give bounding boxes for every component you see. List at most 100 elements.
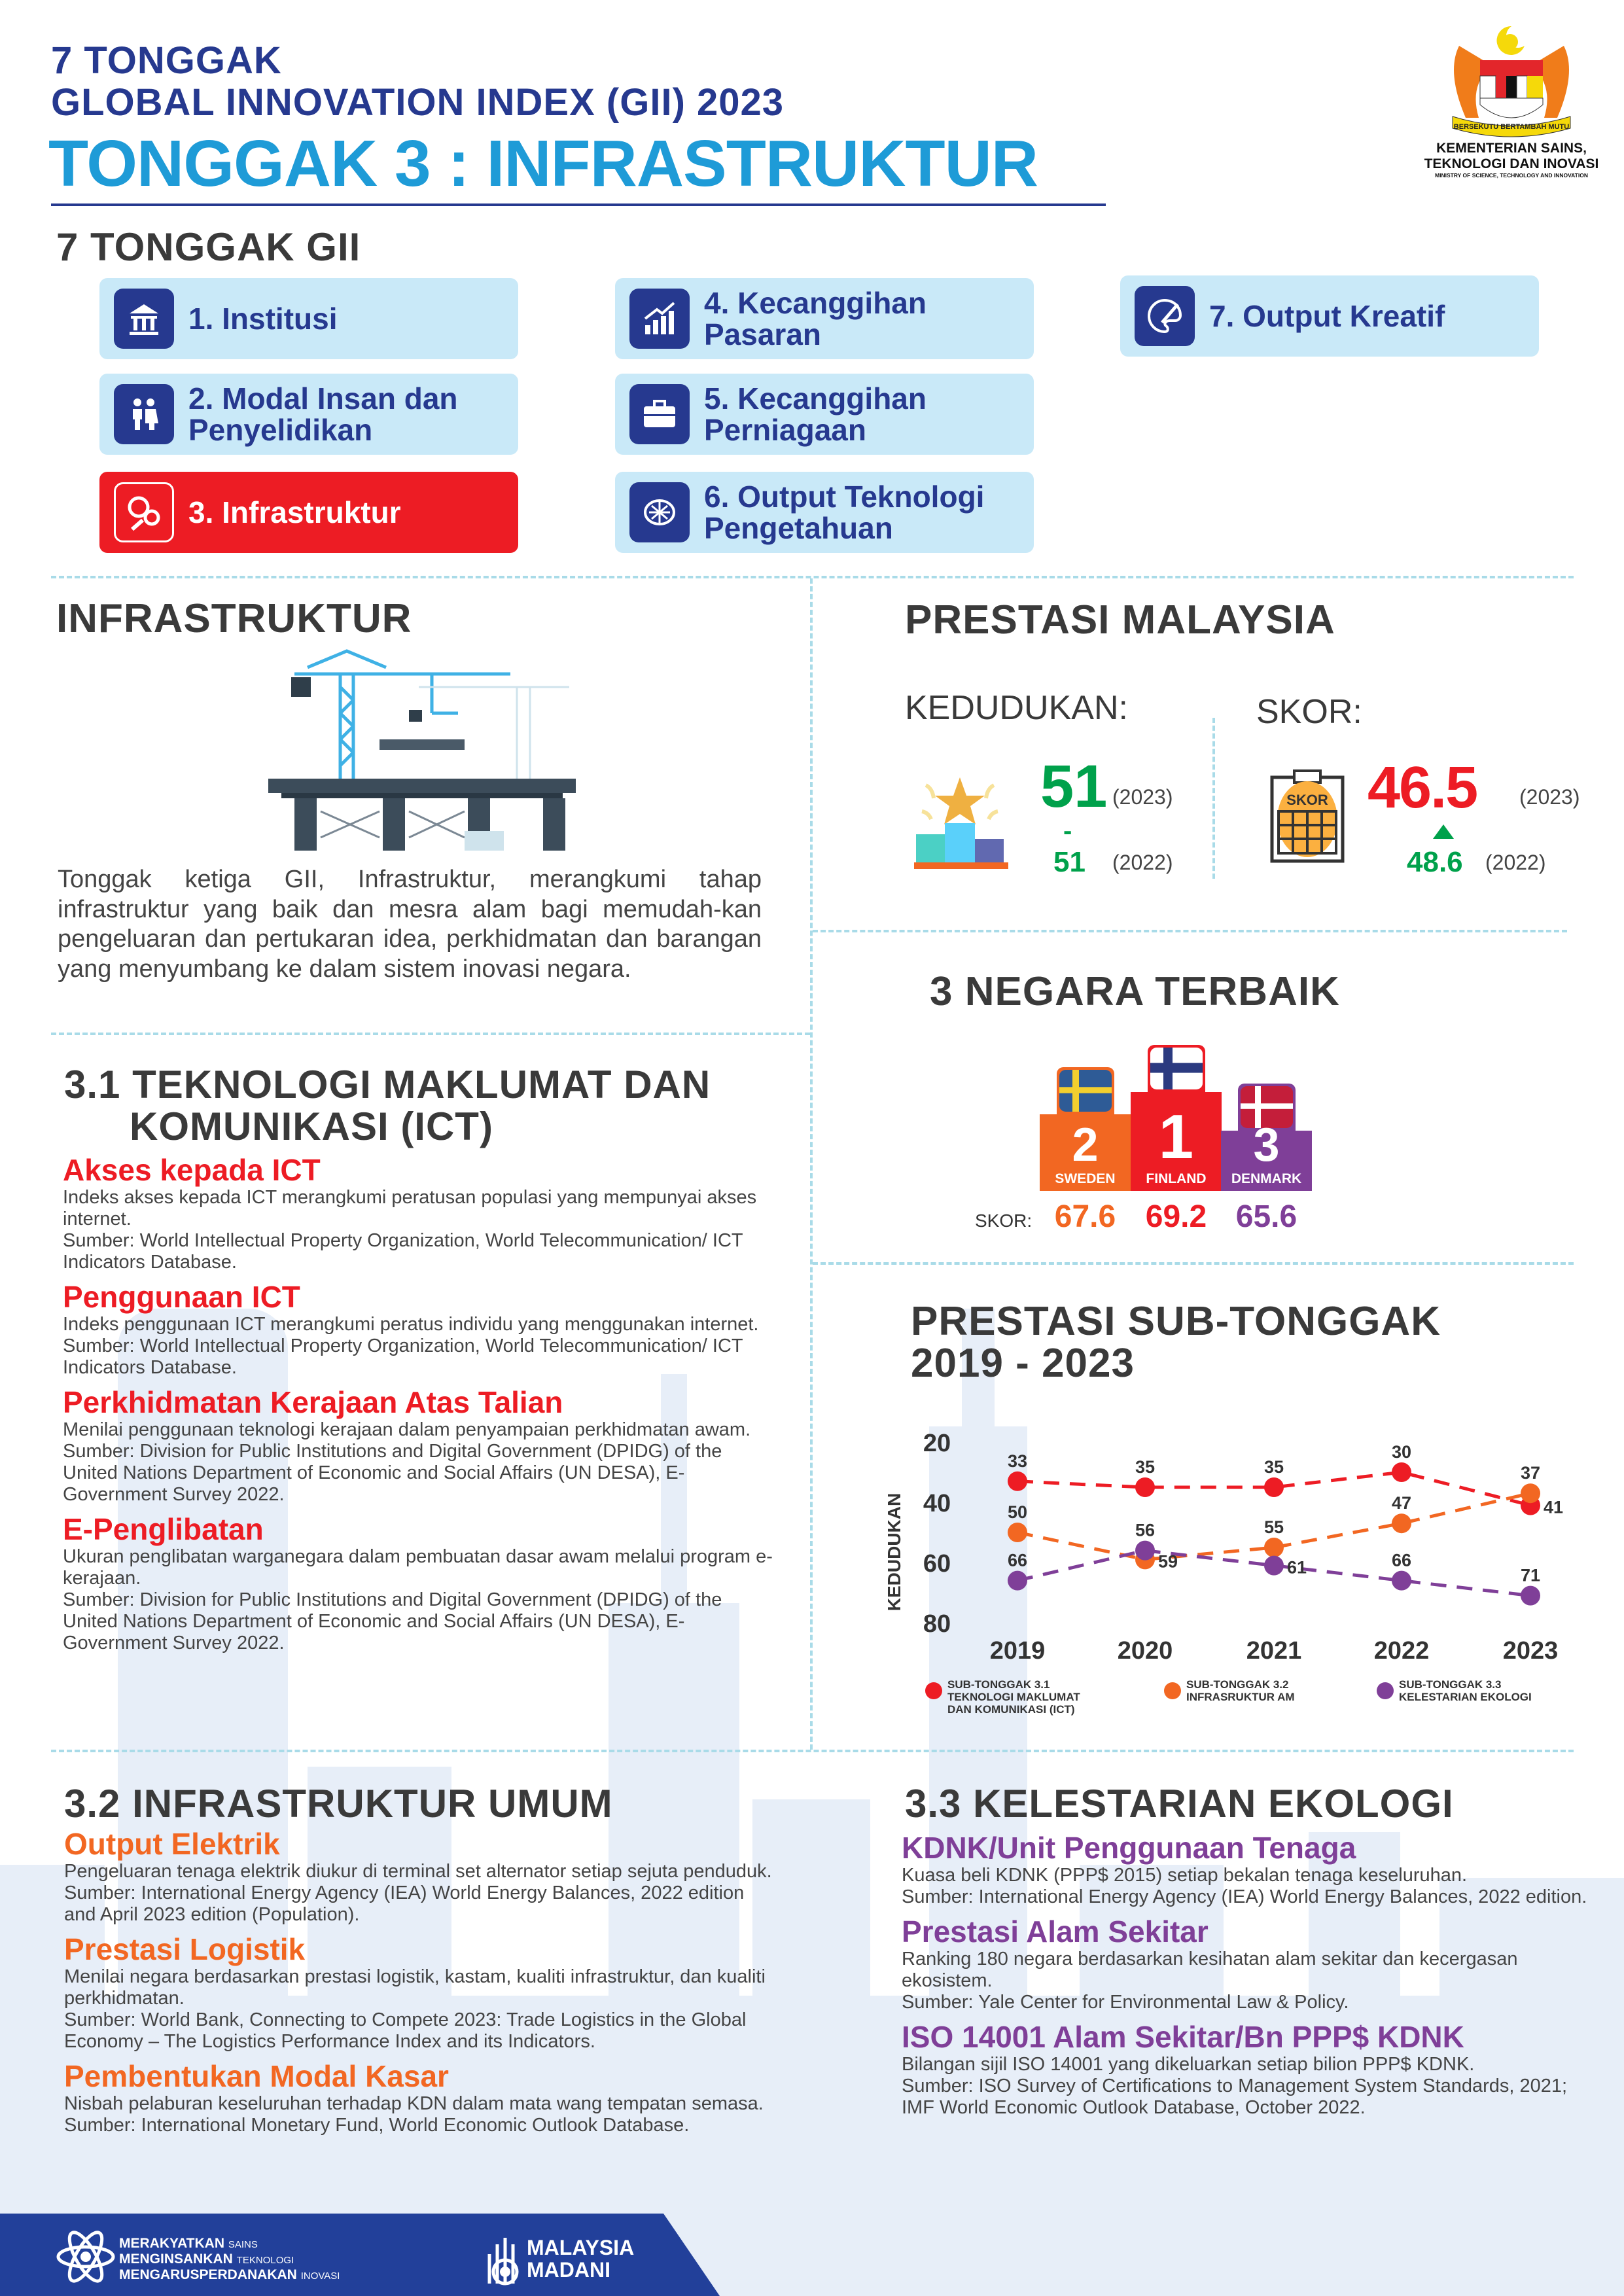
- eco-indicator-list: KDNK/Unit Penggunaan Tenaga Kuasa beli KD…: [902, 1831, 1595, 2125]
- legend-item: SUB-TONGGAK 3.2 INFRASRUKTUR AM: [1164, 1678, 1295, 1703]
- growth-chart-icon: [629, 289, 690, 349]
- header-line2: GLOBAL INNOVATION INDEX (GII) 2023: [51, 81, 785, 124]
- pillar-label: 6. Output Teknologi Pengetahuan: [704, 480, 985, 545]
- pillar-3[interactable]: 3. Infrastruktur: [99, 472, 518, 553]
- podium-block: 2 SWEDEN: [1040, 1114, 1131, 1191]
- indicator-item: Output Elektrik Pengeluaran tenaga elektr…: [64, 1827, 777, 1926]
- x-tick-label: 2023: [1503, 1637, 1559, 1665]
- construction-illustration: [268, 649, 576, 851]
- indicator-description: Menilai negara berdasarkan prestasi logi…: [64, 1966, 766, 2009]
- tagline-main: MENGARUSPERDANAKAN: [119, 2267, 297, 2282]
- pillar-label: 5. Kecanggihan Perniagaan: [704, 381, 927, 447]
- ict-heading: 3.1 TEKNOLOGI MAKLUMAT DAN KOMUNIKASI (I…: [64, 1064, 711, 1148]
- x-tick-label: 2019: [990, 1637, 1046, 1665]
- pillar-6[interactable]: 6. Output Teknologi Pengetahuan: [615, 472, 1034, 553]
- indicator-item: Penggunaan ICT Indeks penggunaan ICT mera…: [63, 1280, 779, 1379]
- podium-block: 3 DENMARK: [1221, 1122, 1312, 1191]
- pillar-5[interactable]: 5. Kecanggihan Perniagaan: [615, 374, 1034, 455]
- indicator-source: Sumber: Division for Public Institutions…: [63, 1441, 722, 1505]
- data-point: [1264, 1555, 1284, 1576]
- divider: [813, 930, 1567, 932]
- data-label: 35: [1135, 1457, 1155, 1477]
- indicator-source: Sumber: World Intellectual Property Orga…: [63, 1230, 743, 1273]
- top3-score-label: SKOR:: [975, 1210, 1033, 1231]
- rank-label: KEDUDUKAN:: [905, 689, 1128, 727]
- general-indicator-list: Output Elektrik Pengeluaran tenaga elektr…: [64, 1827, 777, 2143]
- ict-heading-line1: 3.1 TEKNOLOGI MAKLUMAT DAN: [64, 1063, 711, 1106]
- score-change-up-icon: [1433, 824, 1454, 839]
- country-name: FINLAND: [1146, 1171, 1207, 1186]
- pillar-4[interactable]: 4. Kecanggihan Pasaran: [615, 278, 1034, 359]
- brand-line2: MADANI: [527, 2258, 610, 2282]
- indicator-source: Sumber: World Bank, Connecting to Compet…: [64, 2009, 747, 2052]
- divider: [1212, 718, 1215, 879]
- indicator-title: ISO 14001 Alam Sekitar/Bn PPP$ KDNK: [902, 2020, 1464, 2054]
- indicator-item: ISO 14001 Alam Sekitar/Bn PPP$ KDNK Bilan…: [902, 2020, 1595, 2119]
- legend-label: SUB-TONGGAK 3.1 TEKNOLOGI MAKLUMAT DAN K…: [947, 1678, 1080, 1716]
- divider: [51, 1033, 810, 1035]
- pillar-label: 4. Kecanggihan Pasaran: [704, 286, 927, 351]
- data-label: 41: [1544, 1498, 1563, 1517]
- divider: [51, 1750, 1574, 1752]
- data-label: 59: [1158, 1551, 1178, 1571]
- podium-rank: 1: [1158, 1102, 1194, 1172]
- indicator-source: Sumber: World Intellectual Property Orga…: [63, 1335, 743, 1378]
- ict-indicator-list: Akses kepada ICT Indeks akses kepada ICT …: [63, 1153, 779, 1661]
- pillar-7[interactable]: 7. Output Kreatif: [1120, 275, 1539, 357]
- score-label: SKOR:: [1256, 693, 1362, 731]
- briefcase-icon: [629, 384, 690, 444]
- rank-change: -: [1063, 817, 1072, 845]
- chart-y-axis-label: KEDUDUKAN: [884, 1493, 904, 1611]
- indicator-title: Pembentukan Modal Kasar: [64, 2059, 449, 2093]
- ministry-name-line2: TEKNOLOGI DAN INOVASI: [1424, 156, 1599, 171]
- pillars-heading: 7 TONGGAK GII: [56, 225, 361, 269]
- x-tick-label: 2020: [1118, 1637, 1173, 1665]
- score-2022: 48.6: [1407, 846, 1463, 878]
- tagline-sub: INOVASI: [300, 2270, 340, 2282]
- rank-2023: 51: [1040, 753, 1108, 820]
- podium-block: 1 FINLAND: [1131, 1092, 1222, 1191]
- data-label: 33: [1008, 1451, 1027, 1471]
- denmark-flag-icon: [1238, 1084, 1296, 1131]
- rank-2023-year: (2023): [1112, 785, 1173, 809]
- pillar-2[interactable]: 2. Modal Insan dan Penyelidikan: [99, 374, 518, 455]
- data-point: [1008, 1523, 1027, 1542]
- podium-rank: 2: [1072, 1119, 1099, 1171]
- sweden-flag-icon: [1057, 1067, 1114, 1114]
- y-tick-label: 80: [923, 1610, 951, 1638]
- tagline-sub: SAINS: [228, 2239, 258, 2250]
- data-point: [1392, 1462, 1411, 1482]
- country-name: DENMARK: [1231, 1171, 1302, 1186]
- indicator-item: Pembentukan Modal Kasar Nisbah pelaburan …: [64, 2059, 777, 2136]
- indicator-item: Prestasi Alam Sekitar Ranking 180 negara …: [902, 1915, 1595, 2013]
- data-label: 35: [1264, 1457, 1284, 1477]
- indicator-title: Prestasi Logistik: [64, 1932, 306, 1966]
- data-point: [1135, 1477, 1155, 1497]
- series-line: [1017, 1549, 1531, 1598]
- indicator-item: Akses kepada ICT Indeks akses kepada ICT …: [63, 1153, 779, 1273]
- data-label: 66: [1392, 1551, 1411, 1570]
- header-line1: 7 TONGGAK: [51, 39, 282, 82]
- page-title: TONGGAK 3 : INFRASTRUKTUR: [48, 127, 1038, 200]
- podium-rank: 3: [1253, 1119, 1280, 1171]
- country-name: SWEDEN: [1055, 1171, 1116, 1186]
- legend-label: SUB-TONGGAK 3.2 INFRASRUKTUR AM: [1186, 1678, 1295, 1703]
- chart-heading-line2: 2019 - 2023: [911, 1341, 1135, 1386]
- brand-line1: MALAYSIA: [527, 2236, 635, 2259]
- indicator-description: Kuasa beli KDNK (PPP$ 2015) setiap bekal…: [902, 1865, 1468, 1886]
- coat-of-arms-icon: BERSEKUTU BERTAMBAH MUTU: [1452, 26, 1571, 137]
- legend-marker: [1377, 1682, 1394, 1699]
- data-point: [1008, 1471, 1027, 1491]
- institution-icon: [114, 289, 174, 349]
- indicator-source: Sumber: International Energy Agency (IEA…: [902, 1886, 1587, 1907]
- chart-heading: PRESTASI SUB-TONGGAK 2019 - 2023: [911, 1301, 1441, 1385]
- indicator-source: Sumber: Division for Public Institutions…: [63, 1589, 722, 1653]
- brain-network-icon: [629, 482, 690, 542]
- legend-marker: [925, 1682, 942, 1699]
- pillar-1[interactable]: 1. Institusi: [99, 278, 518, 359]
- data-label: 50: [1008, 1502, 1027, 1522]
- palette-icon: [1135, 286, 1195, 346]
- data-point: [1008, 1570, 1027, 1591]
- series-line: [1017, 1470, 1531, 1508]
